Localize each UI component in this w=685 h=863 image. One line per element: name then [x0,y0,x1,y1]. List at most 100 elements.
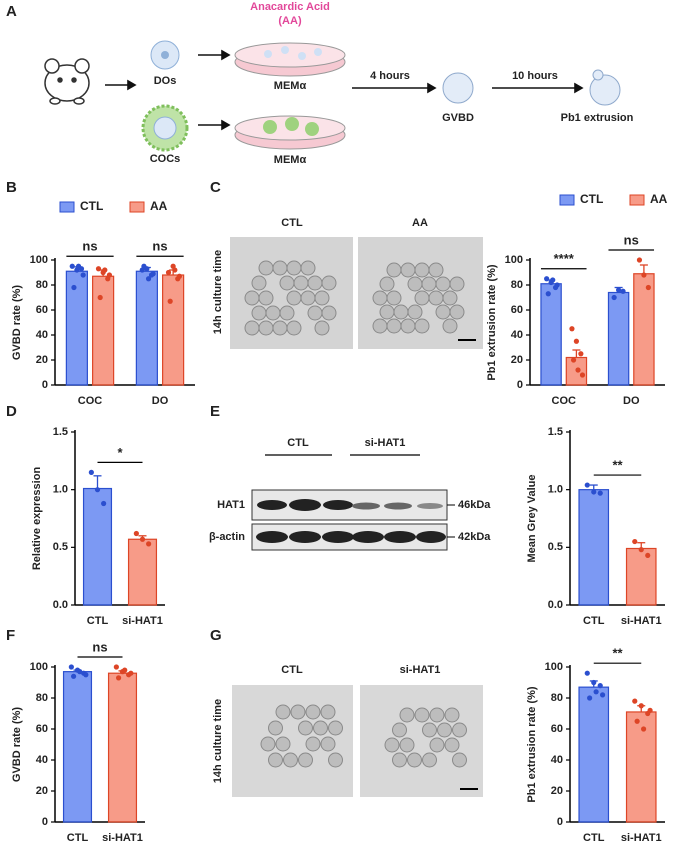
data-point [545,291,551,297]
size-label: 46kDa [458,499,491,511]
oocyte [399,737,415,753]
data-point [71,284,77,291]
oocyte [300,290,316,306]
oocyte [393,304,409,320]
label: MEMα [274,154,307,166]
oocyte [429,737,445,753]
x-tick-label: COC [78,395,103,407]
y-tick-label: 80 [551,692,563,704]
bar [162,274,185,386]
oocyte [407,752,422,768]
micrograph [360,685,483,797]
oocyte [328,720,343,736]
group-label: si-HAT1 [365,437,406,449]
oocyte [372,318,388,334]
oocyte [300,260,316,276]
panel-letter: C [210,179,221,196]
y-axis-label: Pb1 extrusion rate (%) [526,686,538,802]
data-point [636,257,643,263]
x-tick-label: CTL [87,615,109,627]
oocyte [428,290,444,306]
band-label: HAT1 [217,499,245,511]
oocyte [268,752,283,768]
treatment-label: Anacardic Acid [250,1,330,13]
data-point [102,267,108,273]
data-point [632,538,638,545]
oocyte [435,304,451,320]
data-point [128,670,134,676]
oocyte [321,305,337,321]
oocyte [307,275,323,291]
y-tick-label: 0 [42,379,48,391]
oocyte [305,736,321,752]
oocyte [421,276,437,292]
x-tick-label: si-HAT1 [621,615,662,627]
oocyte [422,752,437,768]
oocyte [286,320,302,336]
oocyte [260,736,276,752]
data-point [591,489,597,495]
data-point [638,547,644,553]
y-axis-label: Mean Grey Value [526,474,538,562]
y-tick-label: 80 [36,279,48,291]
y-tick-label: 40 [551,754,563,766]
bar [135,270,158,386]
oocyte [320,736,336,752]
coc-cell [141,104,189,152]
oocyte [392,752,407,768]
oocyte [414,707,430,723]
y-tick-label: 80 [36,692,48,704]
oocyte [314,320,330,336]
data-point [645,284,651,291]
image-label: si-HAT1 [400,664,441,676]
panel-letter: A [6,3,17,20]
panel-letter: D [6,403,17,420]
oocyte [429,707,445,723]
blot [251,489,448,521]
y-tick-label: 20 [551,785,563,797]
data-point [584,670,590,676]
oocyte [400,318,416,334]
legend-swatch [559,194,575,206]
oocyte [265,305,281,321]
y-axis-label: GVBD rate (%) [11,707,23,783]
panel-letter: F [6,627,15,644]
legend-label: CTL [80,199,103,213]
y-tick-label: 60 [551,723,563,735]
oocyte [251,275,267,291]
oocyte [442,290,458,306]
legend-label: CTL [580,192,603,206]
oocyte [328,752,343,768]
bar [127,538,158,606]
data-point [167,298,173,304]
oocyte [283,752,298,768]
oocyte [386,318,402,334]
y-tick-label: 100 [30,661,48,673]
label: GVBD [442,112,474,124]
data-point [645,552,651,559]
side-label: 14h culture time [212,250,224,334]
y-axis-label: Relative expression [31,467,43,571]
panel-letter: E [210,403,220,420]
legend-swatch [59,201,75,213]
oocyte [286,290,302,306]
y-tick-label: 100 [545,661,563,673]
data-point [113,664,119,670]
data-point [133,530,139,537]
data-point [550,277,556,283]
label: COCs [150,153,181,165]
oocyte [414,318,430,334]
bar [107,672,138,823]
dish [234,42,346,77]
data-point [77,669,83,675]
data-point [80,272,86,278]
bar [82,487,113,606]
y-tick-label: 60 [511,304,523,316]
mouse-icon [44,58,90,105]
band-label: β-actin [209,531,245,543]
legend-label: AA [650,192,668,206]
image-label: CTL [281,217,303,229]
bar [578,686,610,823]
data-point [570,357,577,363]
